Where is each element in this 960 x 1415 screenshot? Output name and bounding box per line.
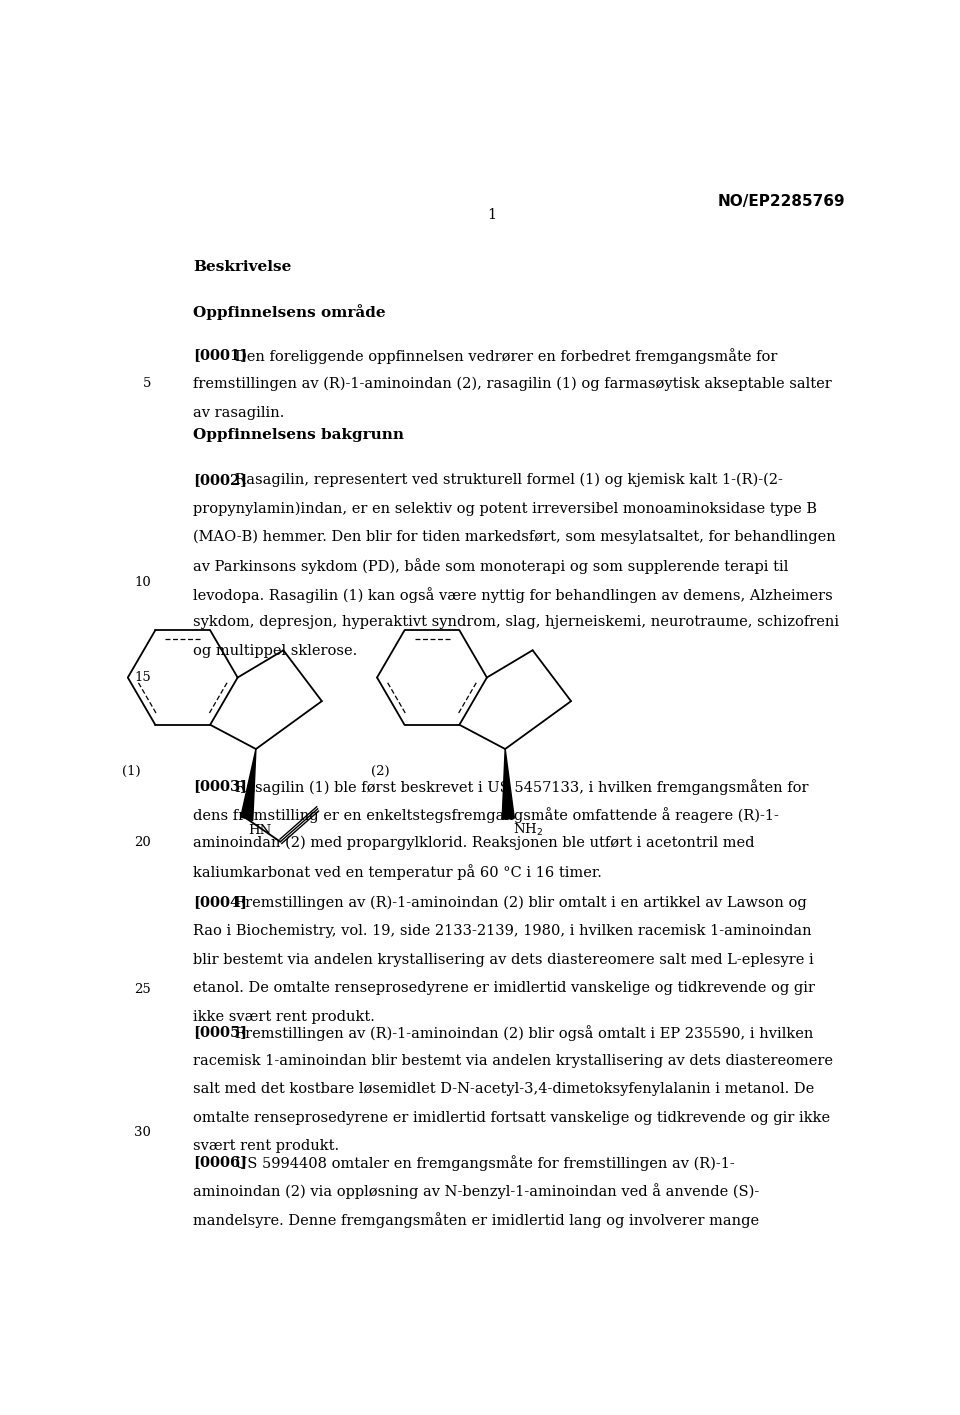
Text: Rasagilin, representert ved strukturell formel (1) og kjemisk kalt 1-(R)-(2-: Rasagilin, representert ved strukturell …	[235, 473, 783, 487]
Text: og multippel sklerose.: og multippel sklerose.	[193, 644, 357, 658]
Text: Fremstillingen av (R)-1-aminoindan (2) blir omtalt i en artikkel av Lawson og: Fremstillingen av (R)-1-aminoindan (2) b…	[235, 896, 807, 910]
Text: 30: 30	[134, 1126, 152, 1139]
Polygon shape	[502, 749, 515, 819]
Text: (1): (1)	[122, 766, 140, 778]
Text: aminoindan (2) med propargylklorid. Reaksjonen ble utført i acetontril med: aminoindan (2) med propargylklorid. Reak…	[193, 836, 755, 850]
Text: Fremstillingen av (R)-1-aminoindan (2) blir også omtalt i EP 235590, i hvilken: Fremstillingen av (R)-1-aminoindan (2) b…	[235, 1024, 814, 1041]
Text: Oppfinnelsens område: Oppfinnelsens område	[193, 304, 386, 320]
Text: av rasagilin.: av rasagilin.	[193, 406, 284, 420]
Text: propynylamin)indan, er en selektiv og potent irreversibel monoaminoksidase type : propynylamin)indan, er en selektiv og po…	[193, 501, 817, 515]
Text: salt med det kostbare løsemidlet D-Ν-acetyl-3,4-dimetoksyfenylalanin i metanol. : salt med det kostbare løsemidlet D-Ν-ace…	[193, 1082, 814, 1097]
Text: dens fremstilling er en enkeltstegsfremgangsmåte omfattende å reagere (R)-1-: dens fremstilling er en enkeltstegsfremg…	[193, 808, 779, 824]
Text: mandelsyre. Denne fremgangsmåten er imidlertid lang og involverer mange: mandelsyre. Denne fremgangsmåten er imid…	[193, 1211, 759, 1228]
Text: svært rent produkt.: svært rent produkt.	[193, 1139, 339, 1153]
Text: 5: 5	[143, 376, 152, 389]
Text: NO/EP2285769: NO/EP2285769	[718, 194, 846, 209]
Text: HN: HN	[248, 824, 272, 836]
Text: aminoindan (2) via oppløsning av Ν-benzyl-1-aminoindan ved å anvende (S)-: aminoindan (2) via oppløsning av Ν-benzy…	[193, 1183, 759, 1199]
Text: (2): (2)	[371, 766, 390, 778]
Text: [0002]: [0002]	[193, 473, 247, 487]
Text: 25: 25	[134, 982, 152, 996]
Text: ikke svært rent produkt.: ikke svært rent produkt.	[193, 1010, 374, 1023]
Text: fremstillingen av (R)-1-aminoindan (2), rasagilin (1) og farmasøytisk akseptable: fremstillingen av (R)-1-aminoindan (2), …	[193, 376, 831, 392]
Text: [0001]: [0001]	[193, 348, 247, 362]
Text: Beskrivelse: Beskrivelse	[193, 260, 291, 273]
Text: 10: 10	[134, 576, 152, 589]
Text: Oppfinnelsens bakgrunn: Oppfinnelsens bakgrunn	[193, 427, 404, 441]
Text: etanol. De omtalte renseprosedyrene er imidlertid vanskelige og tidkrevende og g: etanol. De omtalte renseprosedyrene er i…	[193, 981, 815, 995]
Text: racemisk 1-aminoindan blir bestemt via andelen krystallisering av dets diastereo: racemisk 1-aminoindan blir bestemt via a…	[193, 1054, 833, 1068]
Text: 20: 20	[134, 835, 152, 849]
Text: levodopa. Rasagilin (1) kan også være nyttig for behandlingen av demens, Alzheim: levodopa. Rasagilin (1) kan også være ny…	[193, 587, 832, 603]
Text: kaliumkarbonat ved en temperatur på 60 °C i 16 timer.: kaliumkarbonat ved en temperatur på 60 °…	[193, 865, 602, 880]
Text: [0005]: [0005]	[193, 1024, 247, 1039]
Text: US 5994408 omtaler en fremgangsmåte for fremstillingen av (R)-1-: US 5994408 omtaler en fremgangsmåte for …	[235, 1155, 735, 1170]
Text: av Parkinsons sykdom (PD), både som monoterapi og som supplerende terapi til: av Parkinsons sykdom (PD), både som mono…	[193, 559, 788, 574]
Text: [0004]: [0004]	[193, 896, 247, 910]
Text: [0003]: [0003]	[193, 778, 247, 792]
Text: [0006]: [0006]	[193, 1155, 247, 1169]
Text: NH$_2$: NH$_2$	[513, 822, 543, 838]
Text: Rasagilin (1) ble først beskrevet i US 5457133, i hvilken fremgangsmåten for: Rasagilin (1) ble først beskrevet i US 5…	[235, 778, 809, 795]
Polygon shape	[241, 749, 256, 821]
Text: Den foreliggende oppfinnelsen vedrører en forbedret fremgangsmåte for: Den foreliggende oppfinnelsen vedrører e…	[235, 348, 778, 364]
Text: Rao i Biochemistry, vol. 19, side 2133-2139, 1980, i hvilken racemisk 1-aminoind: Rao i Biochemistry, vol. 19, side 2133-2…	[193, 924, 811, 938]
Text: (MAO-B) hemmer. Den blir for tiden markedsført, som mesylatsaltet, for behandlin: (MAO-B) hemmer. Den blir for tiden marke…	[193, 529, 835, 545]
Text: blir bestemt via andelen krystallisering av dets diastereomere salt med L-eplesy: blir bestemt via andelen krystallisering…	[193, 952, 814, 966]
Text: 15: 15	[134, 671, 152, 683]
Text: omtalte renseprosedyrene er imidlertid fortsatt vanskelige og tidkrevende og gir: omtalte renseprosedyrene er imidlertid f…	[193, 1111, 830, 1125]
Text: 1: 1	[488, 208, 496, 222]
Text: sykdom, depresjon, hyperaktivt syndrom, slag, hjerneiskemi, neurotraume, schizof: sykdom, depresjon, hyperaktivt syndrom, …	[193, 616, 839, 630]
